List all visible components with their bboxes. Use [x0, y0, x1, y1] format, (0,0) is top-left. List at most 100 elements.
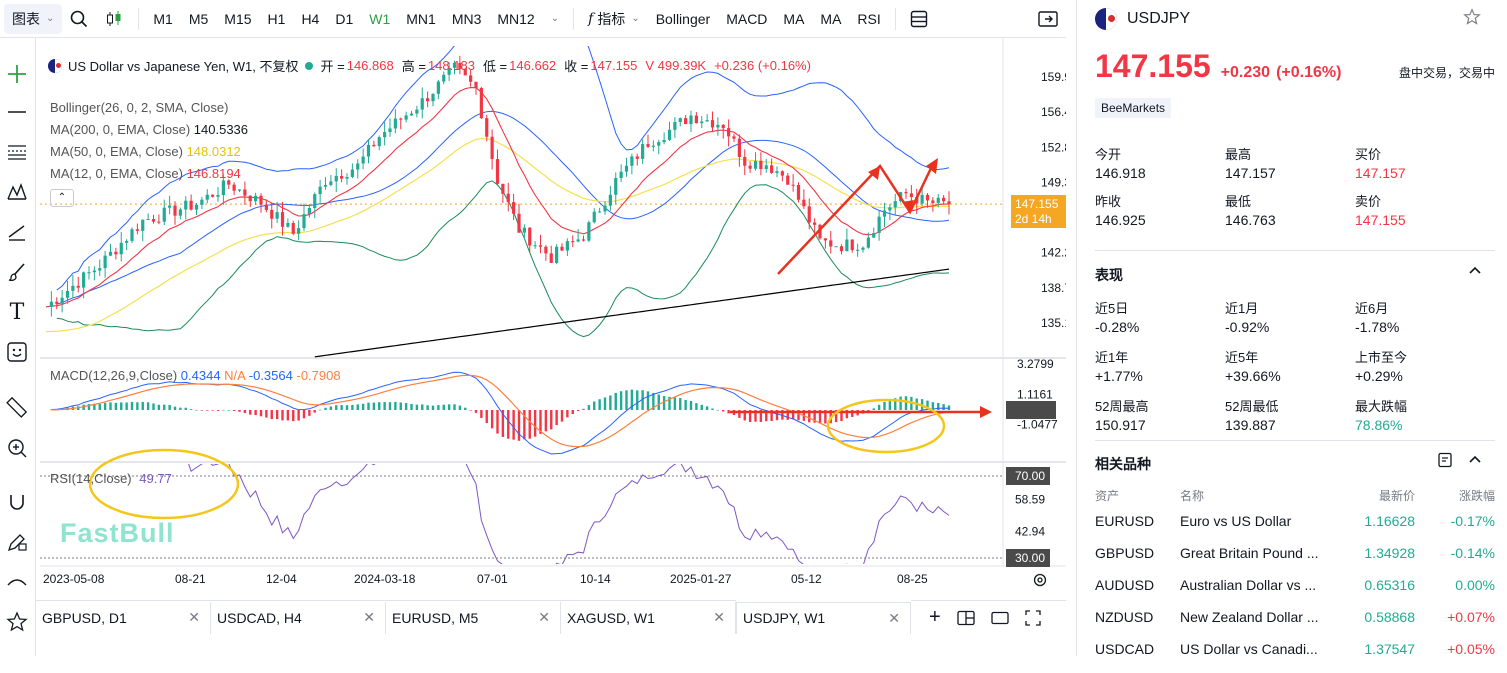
timeframe-w1[interactable]: W1: [369, 10, 391, 27]
related-row[interactable]: EURUSD Euro vs US Dollar 1.16628 -0.17%: [1095, 513, 1495, 545]
candle-body: [727, 128, 731, 137]
ruler-tool[interactable]: [3, 393, 31, 421]
macd-histogram-bar: [50, 409, 53, 411]
stat-value: -0.92%: [1225, 319, 1270, 335]
related-name: New Zealand Dollar ...: [1180, 609, 1319, 625]
collapse-performance-button[interactable]: [1467, 263, 1483, 282]
panel-symbol: USDJPY: [1127, 10, 1191, 27]
indicators-button[interactable]: f 指标 ⌄: [580, 4, 648, 34]
chart-settings-button[interactable]: [1032, 572, 1048, 591]
related-row[interactable]: GBPUSD Great Britain Pound ... 1.34928 -0.1…: [1095, 545, 1495, 577]
collapse-panel-button[interactable]: [1030, 4, 1066, 34]
collapse-related-button[interactable]: [1467, 452, 1483, 471]
timeframe-d1[interactable]: D1: [335, 10, 354, 27]
search-button[interactable]: [62, 4, 96, 34]
macd-histogram-bar: [496, 410, 499, 434]
macd-histogram-bar: [528, 410, 531, 439]
tab-usdjpy-w1[interactable]: USDJPY, W1 ✕: [736, 601, 911, 634]
timeframe-m15[interactable]: M15: [224, 10, 252, 27]
macd-histogram-bar: [722, 410, 725, 412]
pattern-tool[interactable]: [3, 178, 31, 206]
timeframe-m1[interactable]: M1: [153, 10, 173, 27]
tab-label: USDCAD, H4: [217, 609, 302, 626]
emoji-tool[interactable]: [3, 338, 31, 366]
tab-xagusd-w1[interactable]: XAGUSD, W1 ✕: [561, 601, 736, 634]
text-tool[interactable]: T: [3, 298, 31, 326]
macd-histogram-bar: [238, 410, 241, 412]
close-icon[interactable]: ✕: [538, 609, 550, 625]
macd-histogram-bar: [286, 410, 290, 421]
timeframe-h4[interactable]: H4: [301, 10, 320, 27]
trend-arrow-annotation: [777, 163, 935, 275]
fullscreen-icon[interactable]: [1025, 609, 1041, 626]
tab-eurusd-m5[interactable]: EURUSD, M5 ✕: [386, 601, 561, 634]
indicator-ma-2[interactable]: MA: [820, 10, 842, 27]
layout-button[interactable]: [902, 4, 936, 34]
tab-gbpusd-d1[interactable]: GBPUSD, D1 ✕: [36, 601, 211, 634]
indicator-rsi[interactable]: RSI: [857, 10, 881, 27]
collapse-legend-button[interactable]: ⌃: [50, 189, 74, 207]
indicator-macd[interactable]: MACD: [726, 10, 768, 27]
window-icon[interactable]: [991, 610, 1009, 626]
tab-label: XAGUSD, W1: [567, 609, 655, 626]
chart-type-button[interactable]: [96, 4, 132, 34]
macd-histogram-bar: [512, 410, 515, 440]
candle-body: [587, 222, 591, 241]
macd-histogram-bar: [673, 397, 677, 410]
related-asset: NZDUSD: [1095, 609, 1154, 625]
close-icon[interactable]: ✕: [888, 609, 900, 626]
stat-label: 最大跌幅: [1355, 399, 1408, 414]
rsi-legend: RSI(14,Close) 49.77: [50, 471, 172, 486]
stat-label: 近1月: [1225, 301, 1259, 316]
split-layout-icon[interactable]: [957, 610, 975, 626]
horizontal-line-tool[interactable]: [3, 98, 31, 126]
timeframe-mn12[interactable]: MN12: [497, 10, 535, 27]
timeframe-m5[interactable]: M5: [188, 10, 209, 27]
crosshair-tool[interactable]: [3, 60, 31, 88]
candle-body: [447, 67, 451, 75]
timeframe-more-button[interactable]: ⌄: [543, 4, 567, 34]
timeframe-h1[interactable]: H1: [267, 10, 286, 27]
magnet-tool[interactable]: [3, 488, 31, 516]
candle-body: [125, 240, 129, 243]
close-icon[interactable]: ✕: [363, 609, 375, 625]
candle-body: [366, 144, 371, 157]
favorite-button[interactable]: [1463, 8, 1481, 29]
candle-body: [323, 184, 328, 187]
related-asset: EURUSD: [1095, 513, 1155, 529]
candle-body: [151, 219, 156, 222]
add-tab-button[interactable]: +: [929, 606, 941, 628]
lock-drawings-tool[interactable]: [3, 528, 31, 556]
related-list-button[interactable]: [1437, 452, 1453, 471]
favorites-tool[interactable]: [3, 608, 31, 636]
indicator-bollinger[interactable]: Bollinger: [655, 10, 711, 27]
chevron-down-icon: ⌄: [46, 13, 55, 24]
related-row[interactable]: AUDUSD Australian Dollar vs ... 0.65316 0.0…: [1095, 577, 1495, 609]
macd-histogram-bar: [845, 410, 849, 419]
hide-drawings-tool[interactable]: [3, 568, 31, 596]
related-row[interactable]: USDCAD US Dollar vs Canadi... 1.37547 +0.05…: [1095, 641, 1495, 673]
trend-line-tool[interactable]: [3, 218, 31, 246]
macd-histogram-bar: [200, 410, 204, 411]
zoom-tool[interactable]: [3, 434, 31, 462]
macd-histogram-bar: [743, 410, 746, 421]
indicator-ma-1[interactable]: MA: [783, 10, 805, 27]
candle-body: [92, 270, 96, 273]
macd-histogram-bar: [711, 408, 714, 410]
price-chart[interactable]: 159.981 156.435 152.890 149.344 142.253 138.7…: [40, 38, 1066, 598]
stat-cell: 近1年 +1.77%: [1095, 347, 1225, 384]
macd-histogram-bar: [302, 410, 306, 419]
chart-menu-button[interactable]: 图表 ⌄: [4, 3, 63, 34]
tab-usdcad-h4[interactable]: USDCAD, H4 ✕: [211, 601, 386, 634]
brush-tool[interactable]: [3, 258, 31, 286]
low-label: 低 =: [482, 59, 508, 74]
candle-body: [565, 241, 569, 251]
fib-tool[interactable]: [3, 138, 31, 166]
candle-body: [764, 165, 768, 170]
related-row[interactable]: NZDUSD New Zealand Dollar ... 0.58868 +0.07…: [1095, 609, 1495, 641]
close-icon[interactable]: ✕: [713, 609, 725, 625]
timeframe-mn3[interactable]: MN3: [451, 10, 482, 27]
close-icon[interactable]: ✕: [188, 609, 200, 625]
timeframe-mn1[interactable]: MN1: [406, 10, 436, 27]
candle-body: [608, 194, 612, 206]
